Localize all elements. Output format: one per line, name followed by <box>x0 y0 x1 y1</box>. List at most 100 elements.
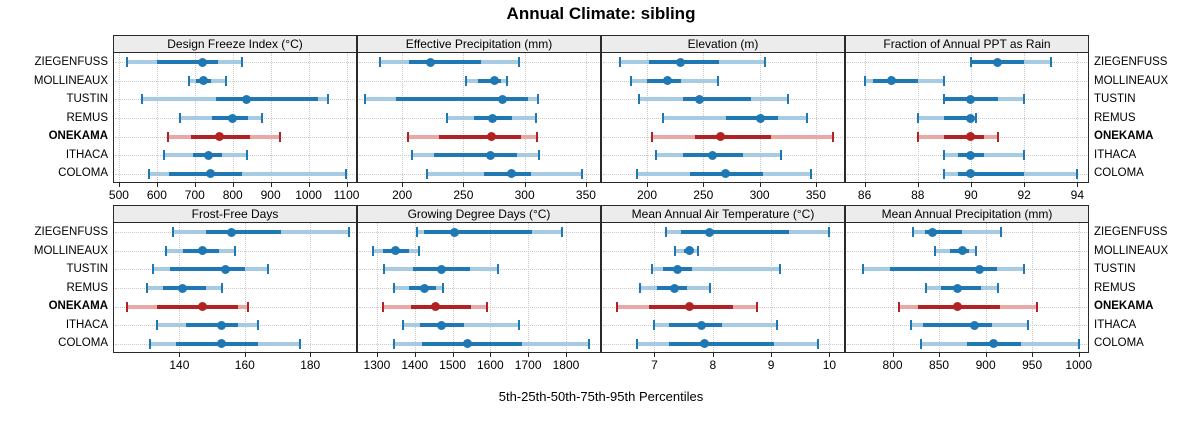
gridline-vertical <box>270 53 272 182</box>
segment-p5-p25 <box>373 248 383 253</box>
whisker-cap <box>755 301 758 312</box>
axis-tick <box>524 183 526 187</box>
segment-p5-p25 <box>862 267 890 272</box>
axis-tick <box>970 183 972 187</box>
segment-p75-p95 <box>719 60 766 65</box>
whisker-cap <box>619 57 621 68</box>
segment-p5-p25 <box>465 78 479 83</box>
axis-tick-label: 500 <box>108 188 129 202</box>
axis-tick-label: 200 <box>392 188 413 202</box>
row-label-right: TUSTIN <box>1094 93 1136 106</box>
row-label-right: ZIEGENFUSS <box>1094 56 1168 68</box>
median-dot <box>953 302 963 312</box>
axis-tick <box>308 183 310 187</box>
segment-p5-p25 <box>168 134 191 139</box>
segment-p5-p25 <box>639 97 684 102</box>
segment-p75-p95 <box>984 134 998 139</box>
axis-tick <box>939 353 941 357</box>
median-dot <box>206 169 216 179</box>
panel-header: Mean Annual Precipitation (mm) <box>845 205 1089 223</box>
median-dot <box>178 283 188 293</box>
whisker-cap <box>673 245 676 256</box>
median-dot <box>684 246 694 256</box>
segment-p5-p25 <box>899 304 918 309</box>
median-dot <box>695 94 705 104</box>
axis-tick <box>414 353 416 357</box>
axis-tick-label: 1000 <box>1065 358 1093 372</box>
whisker-cap <box>943 75 946 86</box>
segment-p5-p25 <box>179 116 212 120</box>
segment-p5-p25 <box>149 171 169 176</box>
segment-p5-p25 <box>656 153 684 158</box>
whisker-cap <box>630 75 633 86</box>
whisker-cap <box>615 301 618 312</box>
gridline-vertical <box>1077 53 1079 182</box>
axis-tick-label: 300 <box>514 188 535 202</box>
segment-p75-p95 <box>762 171 812 176</box>
median-dot <box>498 94 508 104</box>
whisker-cap <box>538 150 541 161</box>
axis-tick <box>1078 353 1080 357</box>
gridline-vertical <box>452 223 454 352</box>
median-dot <box>488 113 498 123</box>
median-dot <box>721 169 731 179</box>
whisker-cap <box>392 283 395 293</box>
panel-header: Frost-Free Days <box>113 205 357 223</box>
segment-p75-p95 <box>980 286 998 290</box>
segment-p75-p95 <box>528 97 539 102</box>
axis-tick-label: 1600 <box>476 358 504 372</box>
segment-p75-p95 <box>680 78 718 83</box>
median-dot <box>419 283 429 293</box>
whisker-cap <box>810 168 813 179</box>
gridline-vertical <box>647 53 649 182</box>
whisker-cap <box>561 227 564 238</box>
median-dot <box>217 320 227 330</box>
axis-tick-label: 1400 <box>401 358 429 372</box>
segment-p75-p95 <box>750 97 788 102</box>
segment-p5-p25 <box>631 78 647 83</box>
row-label-right: ITHACA <box>1094 148 1137 161</box>
segment-p5-p25 <box>651 267 664 272</box>
row-label-right: REMUS <box>1094 281 1136 294</box>
segment-p25-p75 <box>957 171 1025 176</box>
whisker-cap <box>697 245 700 256</box>
segment-p5-p25 <box>921 341 967 346</box>
axis-tick <box>759 183 761 187</box>
gridline-horizontal <box>115 288 355 289</box>
whisker-cap <box>148 168 151 179</box>
whisker-cap <box>638 94 641 105</box>
segment-p5-p25 <box>172 230 206 235</box>
whisker-cap <box>392 338 395 349</box>
whisker-cap <box>1023 150 1026 161</box>
whisker-cap <box>898 301 901 312</box>
row-label-left: REMUS <box>66 281 108 294</box>
axis-tick-label: 250 <box>693 188 714 202</box>
axis-tick <box>452 353 454 357</box>
segment-p75-p95 <box>218 60 243 65</box>
axis-tick-label: 1300 <box>363 358 391 372</box>
median-dot <box>957 246 967 256</box>
whisker-cap <box>778 264 781 275</box>
gridline-vertical <box>528 223 530 352</box>
median-dot <box>953 283 963 293</box>
whisker-cap <box>716 75 719 86</box>
segment-p5-p25 <box>944 153 958 158</box>
segment-p5-p25 <box>620 60 650 65</box>
median-dot <box>241 94 251 104</box>
whisker-cap <box>167 131 170 142</box>
segment-p75-p95 <box>721 323 777 328</box>
panel-header: Effective Precipitation (mm) <box>357 35 601 53</box>
axis-tick-label: 850 <box>929 358 950 372</box>
segment-p25-p75 <box>169 171 243 176</box>
whisker-cap <box>425 168 428 179</box>
whisker-cap <box>975 113 978 123</box>
segment-p5-p25 <box>403 323 421 328</box>
segment-p5-p25 <box>126 60 157 65</box>
whisker-cap <box>587 338 590 349</box>
panel-header: Fraction of Annual PPT as Rain <box>845 35 1089 53</box>
segment-p75-p95 <box>788 230 830 235</box>
median-dot <box>886 76 896 86</box>
whisker-cap <box>517 320 520 331</box>
gridline-horizontal <box>359 288 599 289</box>
